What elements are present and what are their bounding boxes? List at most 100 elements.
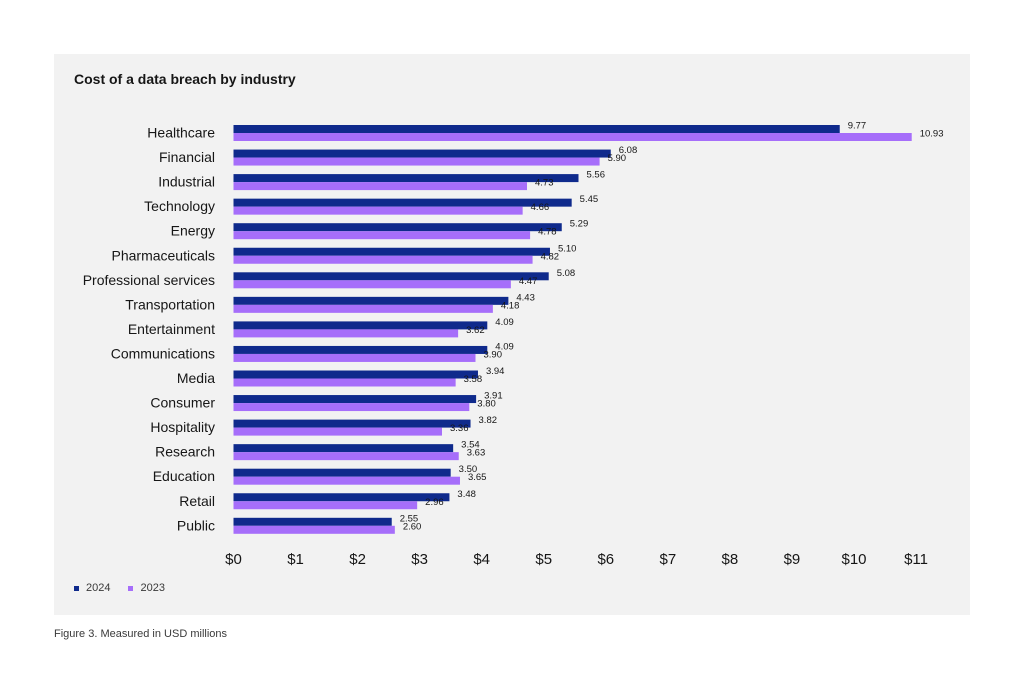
bar-2023 (233, 403, 470, 412)
bar-2024 (233, 223, 562, 232)
x-tick-label: $4 (473, 551, 490, 568)
x-tick-label: $8 (722, 551, 739, 568)
category-label: Research (155, 444, 215, 460)
category-label: Industrial (158, 174, 215, 190)
x-tick-label: $0 (225, 551, 242, 568)
x-tick-label: $7 (660, 551, 677, 568)
x-tick-label: $6 (597, 551, 614, 568)
data-label-2023: 2.96 (425, 497, 444, 508)
data-label-2023: 4.82 (541, 251, 560, 262)
data-label-2023: 3.80 (477, 399, 496, 410)
data-label-2023: 10.93 (920, 129, 944, 140)
bar-2023 (233, 133, 912, 141)
data-label-2024: 4.09 (495, 341, 514, 352)
category-label: Consumer (150, 395, 215, 411)
bar-2023 (233, 182, 527, 191)
data-label-2024: 2.55 (400, 513, 419, 524)
bar-2024 (233, 517, 392, 526)
category-label: Technology (144, 198, 215, 214)
category-label: Hospitality (150, 419, 215, 435)
data-label-2024: 4.09 (495, 317, 514, 328)
bar-2023 (233, 329, 459, 338)
bar-2024 (233, 125, 840, 133)
data-label-2023: 4.18 (501, 300, 520, 311)
legend-swatch-2023 (128, 585, 134, 591)
data-label-2024: 5.08 (557, 268, 576, 279)
legend-item-2024: 2024 (74, 582, 110, 594)
bar-2023 (233, 378, 456, 387)
data-label-2023: 3.90 (483, 349, 502, 360)
data-label-2023: 4.47 (519, 276, 538, 287)
figure-caption: Figure 3. Measured in USD millions (54, 628, 228, 640)
data-label-2024: 3.50 (459, 464, 478, 475)
bar-2023 (233, 304, 493, 313)
data-label-2024: 3.94 (486, 366, 505, 377)
data-label-2023: 4.66 (531, 202, 550, 213)
data-label-2024: 9.77 (848, 121, 867, 132)
bar-2024 (233, 444, 454, 453)
data-label-2024: 6.08 (619, 145, 638, 156)
data-label-2023: 3.58 (464, 374, 483, 385)
bar-2024 (233, 272, 549, 281)
category-label: Energy (171, 223, 215, 239)
category-label: Entertainment (128, 321, 215, 337)
bar-2023 (233, 452, 459, 461)
bar-2023 (233, 280, 511, 289)
data-label-2023: 3.65 (468, 472, 487, 483)
bar-2023 (233, 255, 533, 264)
bar-2024 (233, 296, 509, 305)
category-label: Professional services (83, 272, 215, 288)
bar-2024 (233, 321, 488, 330)
bar-2024 (233, 468, 451, 477)
data-label-2024: 4.43 (516, 292, 535, 303)
data-label-2024: 5.29 (570, 219, 589, 230)
data-label-2023: 3.36 (450, 423, 469, 434)
category-label: Communications (111, 345, 215, 361)
legend-label-2023: 2023 (140, 582, 165, 594)
data-label-2024: 3.54 (461, 440, 480, 451)
bar-2023 (233, 231, 531, 240)
data-label-2023: 3.62 (466, 325, 485, 336)
x-tick-label: $3 (411, 551, 428, 568)
legend-swatch-2024 (74, 585, 79, 591)
chart-panel: Cost of a data breach by industry Health… (54, 54, 970, 615)
x-tick-label: $11 (904, 551, 928, 568)
bar-chart: Healthcare 9.77 10.93 Financial 6.085.90 Indu… (83, 121, 944, 569)
bar-2024 (233, 247, 550, 256)
category-label: Public (177, 517, 215, 533)
bar-2024 (233, 370, 478, 379)
category-label: Financial (159, 149, 215, 165)
data-label-2024: 5.45 (580, 194, 599, 205)
chart-title: Cost of a data breach by industry (74, 71, 296, 87)
category-label: Retail (179, 493, 215, 509)
data-label-2024: 3.91 (484, 391, 503, 402)
chart-legend: 2024 2023 (74, 582, 165, 594)
category-label: Education (153, 468, 215, 484)
bar-2024 (233, 149, 611, 158)
bar-2024 (233, 174, 579, 183)
category-label: Healthcare (147, 125, 215, 141)
x-tick-label: $5 (535, 551, 552, 568)
x-tick-label: $2 (349, 551, 366, 568)
bar-2024 (233, 493, 450, 502)
data-label-2023: 2.60 (403, 521, 422, 532)
bar-2024 (233, 395, 477, 404)
bar-2024 (233, 198, 572, 207)
bar-2023 (233, 476, 460, 485)
bar-2023 (233, 427, 442, 436)
data-label-2023: 3.63 (467, 448, 486, 459)
data-label-2023: 5.90 (608, 153, 627, 164)
data-label-2024: 3.48 (457, 489, 476, 500)
bar-2023 (233, 353, 476, 362)
category-label: Pharmaceuticals (112, 247, 216, 263)
bar-2023 (233, 525, 395, 534)
data-label-2024: 3.82 (479, 415, 498, 426)
x-tick-label: $9 (784, 551, 801, 568)
data-label-2024: 5.10 (558, 243, 577, 254)
bar-2024 (233, 345, 488, 354)
legend-item-2023: 2023 (128, 582, 165, 594)
data-label-2023: 4.78 (538, 227, 557, 238)
data-label-2023: 4.73 (535, 178, 554, 189)
category-label: Media (177, 370, 215, 386)
x-tick-label: $10 (841, 551, 866, 568)
